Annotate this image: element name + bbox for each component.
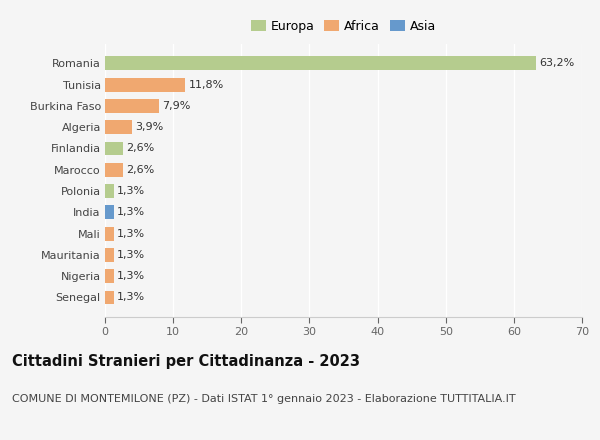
Bar bbox=[105, 290, 114, 304]
Text: 1,3%: 1,3% bbox=[117, 250, 145, 260]
Text: 1,3%: 1,3% bbox=[117, 293, 145, 302]
Text: 7,9%: 7,9% bbox=[162, 101, 191, 111]
Text: 11,8%: 11,8% bbox=[189, 80, 224, 90]
Text: 3,9%: 3,9% bbox=[135, 122, 163, 132]
Bar bbox=[105, 120, 131, 134]
Bar bbox=[105, 227, 114, 241]
Bar bbox=[105, 248, 114, 262]
Bar bbox=[105, 56, 536, 70]
Bar bbox=[105, 142, 123, 155]
Bar bbox=[105, 184, 114, 198]
Text: 1,3%: 1,3% bbox=[117, 271, 145, 281]
Legend: Europa, Africa, Asia: Europa, Africa, Asia bbox=[248, 18, 439, 36]
Bar bbox=[105, 78, 185, 92]
Bar bbox=[105, 99, 159, 113]
Text: 1,3%: 1,3% bbox=[117, 186, 145, 196]
Text: Cittadini Stranieri per Cittadinanza - 2023: Cittadini Stranieri per Cittadinanza - 2… bbox=[12, 354, 360, 369]
Bar bbox=[105, 269, 114, 283]
Text: 63,2%: 63,2% bbox=[539, 59, 574, 68]
Bar bbox=[105, 205, 114, 219]
Text: 2,6%: 2,6% bbox=[126, 143, 154, 154]
Text: 2,6%: 2,6% bbox=[126, 165, 154, 175]
Bar bbox=[105, 163, 123, 177]
Text: 1,3%: 1,3% bbox=[117, 229, 145, 238]
Text: COMUNE DI MONTEMILONE (PZ) - Dati ISTAT 1° gennaio 2023 - Elaborazione TUTTITALI: COMUNE DI MONTEMILONE (PZ) - Dati ISTAT … bbox=[12, 394, 515, 404]
Text: 1,3%: 1,3% bbox=[117, 207, 145, 217]
